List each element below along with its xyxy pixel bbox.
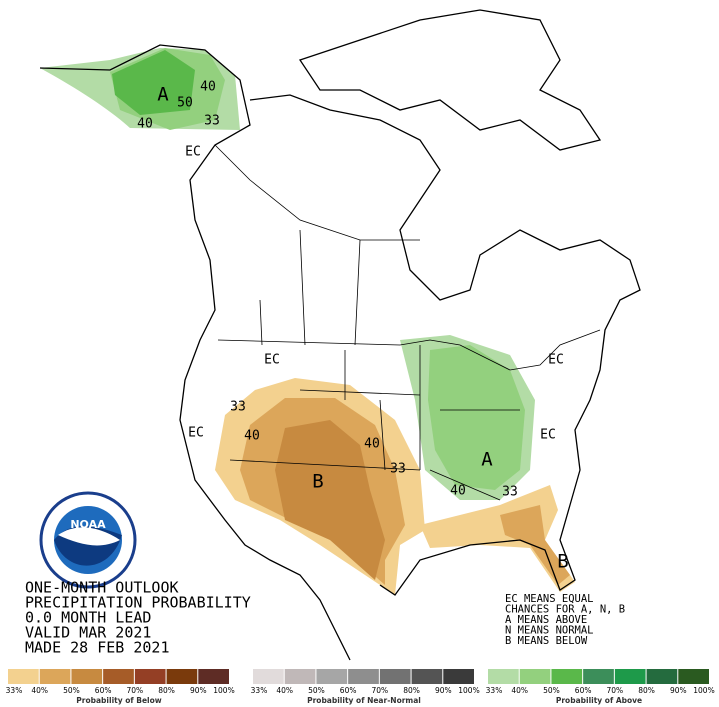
key-line: N MEANS NORMAL [505, 625, 594, 637]
legend-tick: 40% [276, 686, 293, 695]
legend-swatch [284, 669, 316, 684]
legend-swatch [379, 669, 411, 684]
legend-swatch [488, 669, 519, 684]
legend-swatch [551, 669, 583, 684]
legend-swatch [71, 669, 103, 684]
legend-tick: 40% [511, 686, 528, 695]
legend-swatch [411, 669, 443, 684]
legend-title: Probability of Near-Normal [307, 696, 421, 705]
legend-tick: 50% [308, 686, 325, 695]
legend-tick: 80% [403, 686, 420, 695]
legend-tick: 33% [251, 686, 268, 695]
key-line: B MEANS BELOW [505, 635, 588, 647]
legend-title: Probability of Below [76, 696, 161, 705]
key-line: A MEANS ABOVE [505, 614, 587, 626]
legend-title: Probability of Above [556, 696, 642, 705]
title-line: MADE 28 FEB 2021 [25, 639, 170, 657]
legend-tick: 80% [638, 686, 655, 695]
legend-swatch [614, 669, 646, 684]
legend-tick: 50% [63, 686, 80, 695]
shaded-regions [40, 48, 575, 595]
legend-tick: 100% [458, 686, 479, 695]
legend-swatch [316, 669, 348, 684]
legend-tick: 60% [575, 686, 592, 695]
map-label: 33 [204, 114, 220, 129]
legend-swatch [348, 669, 379, 684]
legend-swatch [39, 669, 71, 684]
legend-swatch [519, 669, 551, 684]
map-label: 40 [200, 80, 216, 95]
map-label: 40 [364, 437, 380, 452]
map-label: EC [264, 353, 280, 368]
legend-tick: 100% [213, 686, 234, 695]
map-outline [39, 9, 641, 661]
legend-swatch [103, 669, 134, 684]
map-label: 40 [244, 429, 260, 444]
legend-tick: 70% [607, 686, 624, 695]
title-line: PRECIPITATION PROBABILITY [25, 594, 251, 612]
map-labels: EC A 40 50 40 33 EC 33 40 EC 40 33 B A 40 33 EC EC B [137, 80, 569, 573]
map-letter: B [557, 551, 568, 573]
map-letter: A [481, 449, 493, 471]
legend-tick: 100% [693, 686, 714, 695]
legend-tick: 90% [670, 686, 687, 695]
legend-tick: 90% [435, 686, 452, 695]
legend-tick: 33% [486, 686, 503, 695]
legend-swatch [134, 669, 166, 684]
legend-swatch [253, 669, 284, 684]
legend-swatch [678, 669, 709, 684]
title-line: VALID MAR 2021 [25, 624, 151, 642]
map-label: EC [185, 145, 201, 160]
map-label: 40 [450, 484, 466, 499]
legend-tick: 90% [190, 686, 207, 695]
map-label: EC [548, 353, 564, 368]
legend-swatch [166, 669, 198, 684]
map-label: 33 [230, 400, 246, 415]
noaa-logo: NOAA [39, 491, 137, 589]
legend-swatch [583, 669, 614, 684]
key-line: CHANCES FOR A, N, B [505, 604, 625, 616]
map-letter: A [157, 84, 169, 106]
legend-tick: 70% [372, 686, 389, 695]
legend-tick: 50% [543, 686, 560, 695]
legend-swatch [8, 669, 39, 684]
map-label: 33 [502, 485, 518, 500]
map-label: EC [188, 426, 204, 441]
legends: 33% 40% 50% 60% 70% 80% 90% 100% Probability of … [6, 669, 715, 705]
legend-tick: 40% [31, 686, 48, 695]
map-letter: B [312, 471, 323, 493]
map-label: 33 [390, 462, 406, 477]
legend-tick: 60% [95, 686, 112, 695]
map-label: EC [540, 428, 556, 443]
key-line: EC MEANS EQUAL [505, 593, 594, 605]
legend-swatch [646, 669, 678, 684]
map-label: 50 [177, 96, 193, 111]
title-line: 0.0 MONTH LEAD [25, 609, 151, 627]
legend-tick: 80% [158, 686, 175, 695]
legend-tick: 33% [6, 686, 23, 695]
title-line: ONE-MONTH OUTLOOK [25, 579, 179, 597]
logo-text: NOAA [70, 518, 106, 531]
map-label: 40 [137, 117, 153, 132]
legend-tick: 70% [127, 686, 144, 695]
legend-swatch [443, 669, 474, 684]
legend-tick: 60% [340, 686, 357, 695]
legend-swatch [198, 669, 229, 684]
